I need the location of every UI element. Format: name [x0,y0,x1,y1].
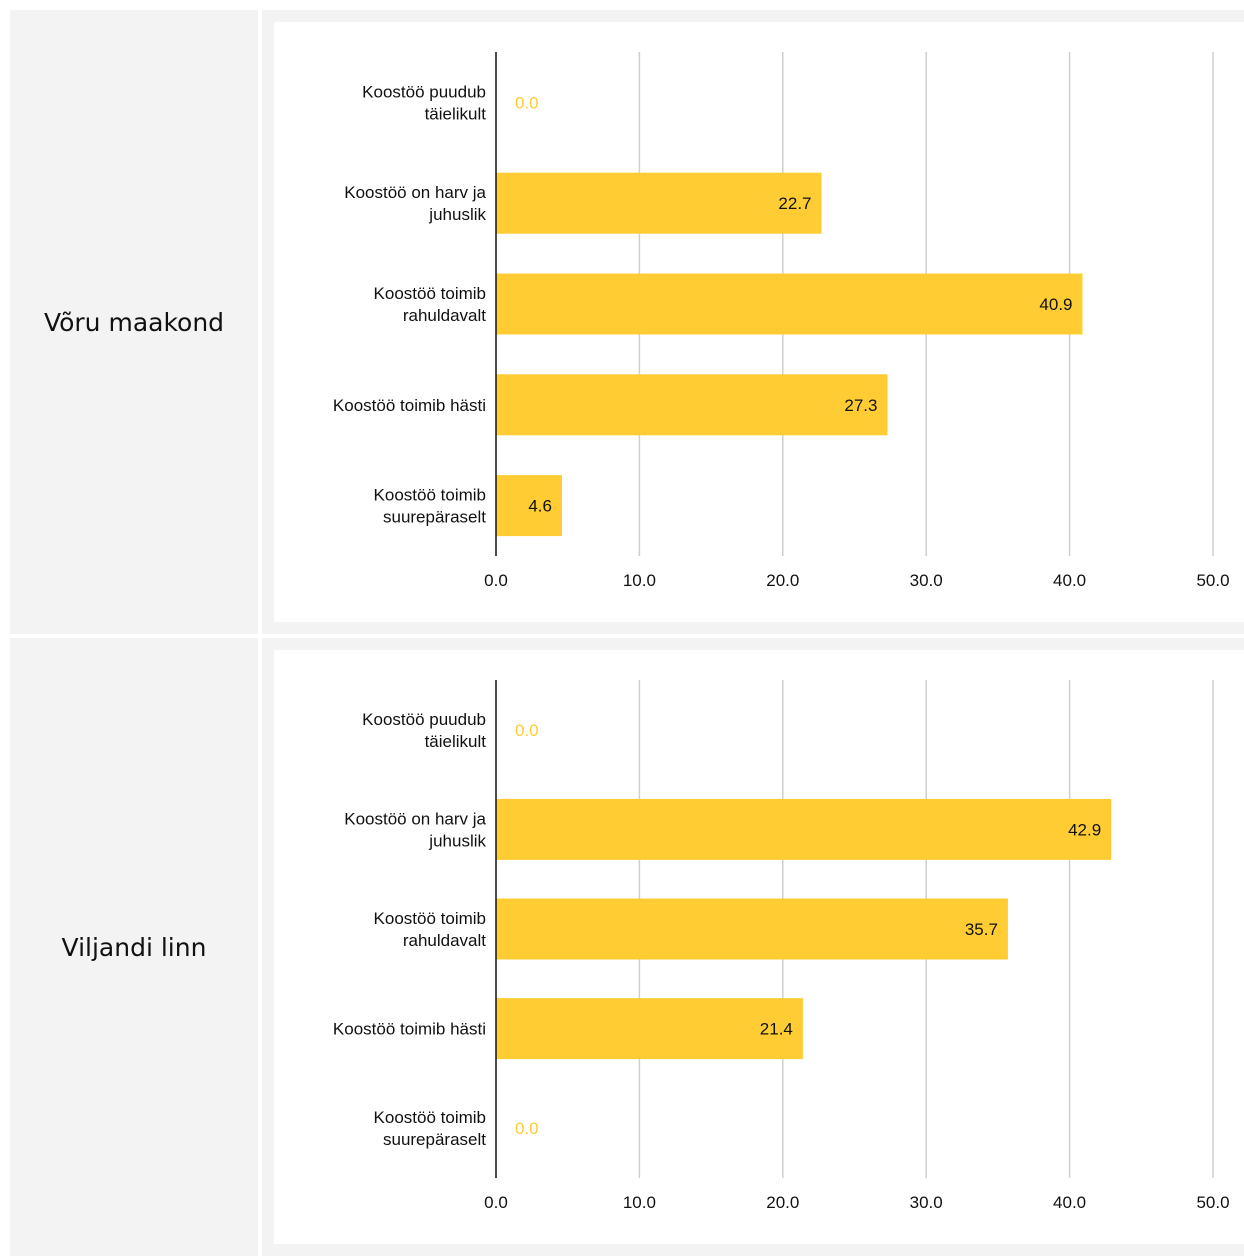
category-label: Koostöö toimib hästi [333,1020,486,1039]
category-label: Koostöö toimib rahuldavalt [374,909,487,950]
category-label: Koostöö toimib hästi [333,396,486,415]
category-label-line: Koostöö puudub [362,710,486,729]
data-label: 27.3 [844,396,877,415]
category-label: Koostöö toimib suurepäraselt [374,1108,487,1149]
category-label: Koostöö puudub täielikult [362,710,486,751]
category-label-line: täielikult [425,104,487,123]
x-tick-label: 0.0 [484,1193,508,1212]
category-label-line: juhuslik [428,831,486,850]
x-tick-label: 40.0 [1053,571,1086,590]
bar [496,898,1008,960]
category-label: Koostöö toimib rahuldavalt [374,284,487,325]
region-name: Võru maakond [43,307,225,337]
x-tick-label: 30.0 [910,571,943,590]
data-label: 21.4 [760,1020,793,1039]
bar [496,172,822,234]
bar-chart: 0.0 10.0 20.0 30.0 40.0 50.0 0.0 Koostöö puudub… [333,680,1230,1212]
category-label-line: Koostöö toimib [374,1108,486,1127]
bar [496,475,562,537]
x-tick-label: 50.0 [1196,571,1229,590]
x-tick-label: 40.0 [1053,1193,1086,1212]
category-label-line: Koostöö toimib [374,909,486,928]
category-label-line: rahuldavalt [403,931,486,950]
category-label-line: täielikult [425,732,487,751]
category-label: Koostöö on harv ja juhuslik [344,809,486,850]
category-label: Koostöö on harv ja juhuslik [344,183,486,224]
x-tick-label: 20.0 [766,1193,799,1212]
chart-card: 0.0 10.0 20.0 30.0 40.0 50.0 0.0 Koostöö puudub… [274,22,1244,622]
category-label-line: Koostöö puudub [362,82,486,101]
category-label-line: suurepäraselt [383,508,486,527]
data-label: 22.7 [778,194,811,213]
category-label-line: juhuslik [428,205,486,224]
bar [496,998,803,1060]
x-tick-label: 30.0 [910,1193,943,1212]
x-tick-label: 0.0 [484,571,508,590]
data-label: 0.0 [515,1119,539,1138]
bar [496,374,888,436]
data-label: 40.9 [1039,295,1072,314]
category-label-line: rahuldavalt [403,306,486,325]
region-label-cell: Võru maakond [10,10,258,634]
bar-chart: 0.0 10.0 20.0 30.0 40.0 50.0 0.0 Koostöö puudub… [333,52,1230,590]
category-label-line: Koostöö toimib hästi [333,396,486,415]
bar [496,798,1112,860]
category-label-line: Koostöö toimib [374,284,486,303]
x-tick-label: 20.0 [766,571,799,590]
category-label-line: Koostöö toimib [374,486,486,505]
category-label: Koostöö toimib suurepäraselt [374,486,487,527]
x-tick-label: 10.0 [623,571,656,590]
chart-cell: 0.0 10.0 20.0 30.0 40.0 50.0 0.0 Koostöö puudub… [262,10,1244,634]
region-name: Viljandi linn [61,932,207,962]
data-label: 35.7 [965,920,998,939]
category-label-line: Koostöö on harv ja [344,809,486,828]
bar [496,273,1083,335]
x-tick-label: 10.0 [623,1193,656,1212]
data-label: 4.6 [528,497,552,516]
category-label-line: suurepäraselt [383,1130,486,1149]
chart-card: 0.0 10.0 20.0 30.0 40.0 50.0 0.0 Koostöö puudub… [274,650,1244,1244]
category-label-line: Koostöö on harv ja [344,183,486,202]
data-label: 0.0 [515,93,539,112]
region-label-cell: Viljandi linn [10,638,258,1256]
x-tick-label: 50.0 [1196,1193,1229,1212]
category-label: Koostöö puudub täielikult [362,82,486,123]
data-label: 42.9 [1068,820,1101,839]
chart-cell: 0.0 10.0 20.0 30.0 40.0 50.0 0.0 Koostöö puudub… [262,638,1244,1256]
data-label: 0.0 [515,721,539,740]
category-label-line: Koostöö toimib hästi [333,1020,486,1039]
